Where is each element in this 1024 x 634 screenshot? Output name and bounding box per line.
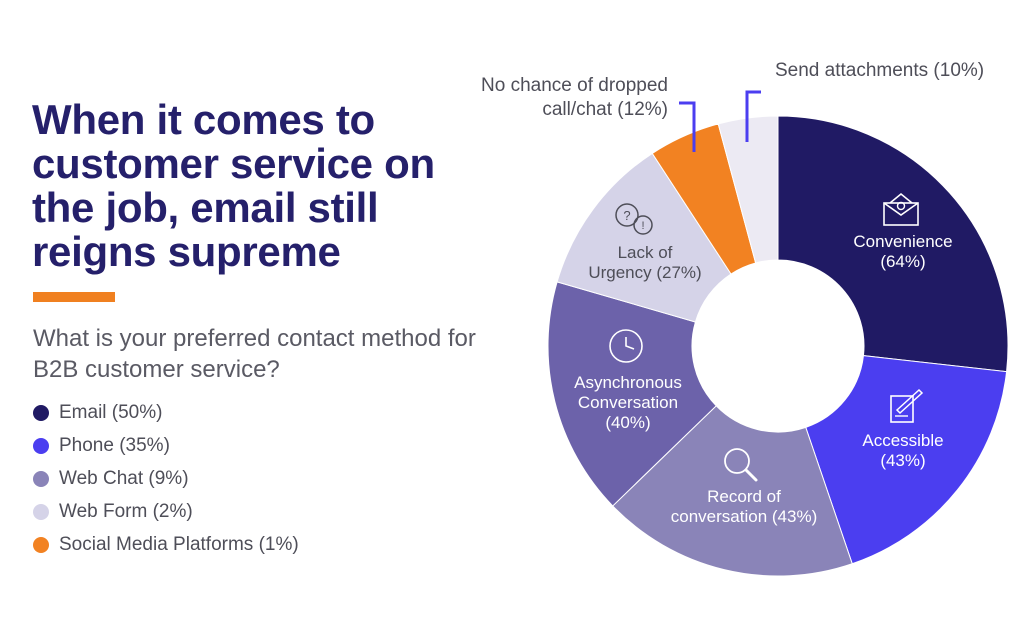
- edit-note-icon: [890, 388, 924, 423]
- slice-wedge: [556, 152, 732, 323]
- legend-item-social-media: Social Media Platforms (1%): [33, 528, 299, 561]
- slice-label: Lack of Urgency (27%): [588, 243, 701, 282]
- legend-swatch: [33, 437, 49, 454]
- magnifier-icon: [724, 448, 758, 482]
- callout-dropped-call: No chance of dropped call/chat (12%): [481, 75, 696, 152]
- chart-title: When it comes to customer service on the…: [32, 96, 435, 275]
- slice-label: Record of conversation (43%): [671, 487, 817, 526]
- legend-swatch: [33, 503, 49, 520]
- callout-send-attachments: Send attachments (10%): [745, 60, 984, 142]
- legend-item-email: Email (50%): [33, 396, 299, 429]
- slice-accessible: Accessible (43%): [805, 355, 1008, 565]
- survey-question: What is your preferred contact method fo…: [33, 325, 476, 383]
- callout-label: Send attachments (10%): [775, 60, 984, 81]
- legend-swatch: [33, 470, 49, 487]
- legend-label: Social Media Platforms (1%): [59, 533, 299, 555]
- slice-send-attachments: [717, 115, 779, 264]
- legend-item-web-chat: Web Chat (9%): [33, 462, 299, 495]
- slice-wedge: [717, 115, 779, 264]
- callout-label: No chance of dropped call/chat (12%): [481, 75, 668, 120]
- legend-label: Web Form (2%): [59, 500, 193, 522]
- envelope-icon: [883, 192, 919, 226]
- legend-label: Web Chat (9%): [59, 467, 189, 489]
- svg-text:?: ?: [623, 208, 630, 223]
- legend-swatch: [33, 536, 49, 553]
- slice-lack-of-urgency: ?! Lack of Urgency (27%): [556, 152, 732, 323]
- question-bubbles-icon: ?!: [615, 203, 653, 235]
- slice-label: Convenience (64%): [853, 232, 952, 271]
- svg-text:!: !: [641, 220, 644, 232]
- legend-item-phone: Phone (35%): [33, 429, 299, 462]
- accent-divider: [33, 292, 115, 302]
- slice-label: Asynchronous Conversation (40%): [574, 373, 682, 432]
- slice-wedge: [805, 355, 1008, 565]
- slice-convenience: Convenience (64%): [777, 115, 1009, 373]
- slice-wedge: [777, 115, 1009, 373]
- clock-icon: [609, 329, 643, 363]
- legend-item-web-form: Web Form (2%): [33, 495, 299, 528]
- legend-label: Email (50%): [59, 401, 163, 423]
- slice-asynchronous-conversation: Asynchronous Conversation (40%): [547, 281, 717, 507]
- slice-label: Accessible (43%): [862, 431, 943, 470]
- legend-swatch: [33, 404, 49, 421]
- legend-label: Phone (35%): [59, 434, 170, 456]
- legend: Email (50%) Phone (35%) Web Chat (9%) We…: [33, 396, 299, 561]
- slice-wedge: [547, 281, 717, 507]
